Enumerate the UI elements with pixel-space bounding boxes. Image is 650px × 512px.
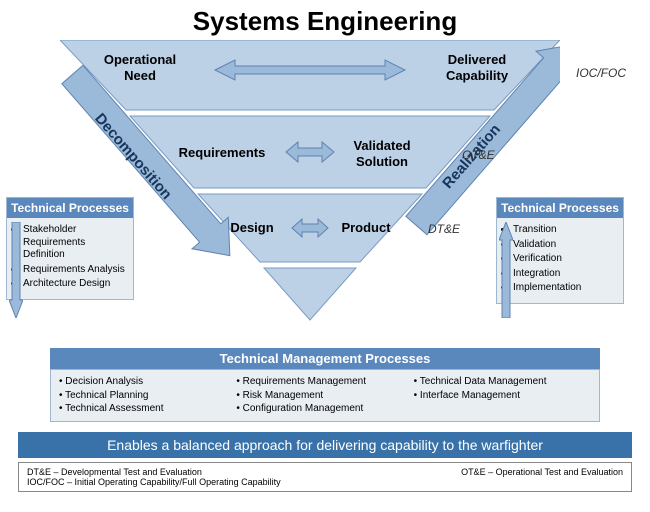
list-item: Validation [513, 239, 619, 252]
list-item: Architecture Design [23, 278, 129, 291]
annotation-ote: OT&E [462, 148, 495, 162]
tech-right-list: Transition ValidationVerification Integrat… [513, 224, 619, 295]
annotation-iocfoc: IOC/FOC [576, 66, 626, 80]
tmp-col3: • Technical Data Management• Interface M… [414, 375, 591, 416]
tmp-item: • Technical Assessment [59, 402, 236, 416]
tech-right-box: Technical Processes Transition Validation… [496, 197, 624, 304]
up-arrow-icon [499, 222, 513, 318]
legend-box: DT&E – Developmental Test and Evaluation… [18, 462, 632, 492]
tmp-item: • Risk Management [236, 389, 413, 403]
tier3-left-label: Design [222, 220, 282, 236]
tmp-body: • Decision Analysis• Technical Planning•… [50, 369, 600, 422]
legend-ote: OT&E – Operational Test and Evaluation [461, 467, 623, 477]
list-item: Implementation [513, 282, 619, 295]
list-item: Stakeholder Requirements Definition [23, 224, 129, 262]
tmp-section: Technical Management Processes • Decisio… [50, 348, 600, 422]
tier1-left-label: OperationalNeed [95, 52, 185, 83]
tier3-right-label: Product [336, 220, 396, 236]
tmp-col1: • Decision Analysis• Technical Planning•… [59, 375, 236, 416]
tmp-item: • Technical Data Management [414, 375, 591, 389]
tmp-col2: • Requirements Management• Risk Manageme… [236, 375, 413, 416]
tier2-left-label: Requirements [172, 145, 272, 161]
main-title: Systems Engineering [0, 0, 650, 37]
legend-left: DT&E – Developmental Test and Evaluation… [27, 467, 281, 487]
legend-right: OT&E – Operational Test and Evaluation [461, 467, 623, 487]
tier1-right-label: DeliveredCapability [432, 52, 522, 83]
tech-left-header: Technical Processes [7, 198, 133, 218]
vee-svg [60, 40, 560, 330]
tier2-right-label: ValidatedSolution [342, 138, 422, 169]
tech-left-box: Technical Processes Stakeholder Requirem… [6, 197, 134, 300]
tmp-item: • Interface Management [414, 389, 591, 403]
legend-dte: DT&E – Developmental Test and Evaluation [27, 467, 281, 477]
legend-ioc: IOC/FOC – Initial Operating Capability/F… [27, 477, 281, 487]
list-item: Integration [513, 268, 619, 281]
tmp-header: Technical Management Processes [50, 348, 600, 369]
tech-left-list: Stakeholder Requirements Definition Requi… [23, 224, 129, 291]
tmp-item: • Configuration Management [236, 402, 413, 416]
list-item: Transition [513, 224, 619, 237]
footer-bar: Enables a balanced approach for deliveri… [18, 432, 632, 458]
list-item: Requirements Analysis [23, 264, 129, 277]
tmp-item: • Technical Planning [59, 389, 236, 403]
annotation-dte: DT&E [428, 222, 460, 236]
down-arrow-icon [9, 222, 23, 318]
tech-right-header: Technical Processes [497, 198, 623, 218]
list-item: Verification [513, 253, 619, 266]
tmp-item: • Decision Analysis [59, 375, 236, 389]
tmp-item: • Requirements Management [236, 375, 413, 389]
